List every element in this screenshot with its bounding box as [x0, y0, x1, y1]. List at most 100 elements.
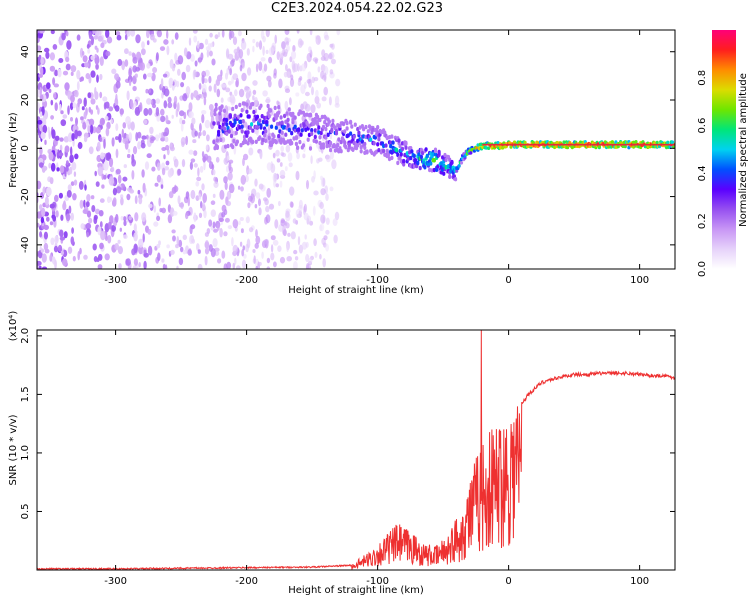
track-point: [231, 106, 235, 112]
noise-speckle: [219, 227, 223, 238]
noise-speckle: [254, 178, 258, 187]
track-point: [487, 146, 491, 150]
noise-speckle: [232, 219, 239, 229]
noise-speckle: [82, 209, 88, 214]
noise-speckle: [322, 216, 325, 224]
track-point: [376, 130, 380, 135]
noise-speckle: [185, 86, 191, 96]
noise-speckle: [167, 169, 173, 178]
noise-speckle: [159, 208, 163, 213]
noise-speckle: [196, 243, 200, 252]
noise-speckle: [241, 249, 245, 257]
noise-speckle: [322, 208, 326, 215]
track-point: [459, 161, 464, 165]
track-point: [377, 137, 381, 142]
noise-speckle: [331, 159, 337, 170]
noise-speckle: [264, 198, 269, 206]
noise-speckle: [85, 201, 90, 208]
track-point: [353, 122, 357, 127]
track-point: [251, 128, 255, 133]
track-point: [290, 140, 294, 146]
noise-speckle: [279, 169, 286, 178]
track-point: [241, 119, 245, 124]
noise-speckle: [162, 132, 168, 137]
noise-speckle: [64, 145, 70, 153]
noise-speckle: [187, 196, 190, 207]
noise-speckle: [201, 151, 205, 158]
noise-speckle: [50, 162, 56, 172]
noise-speckle: [133, 223, 137, 232]
noise-speckle: [148, 88, 151, 94]
noise-speckle: [136, 51, 142, 60]
noise-speckle: [234, 89, 238, 97]
track-point: [349, 131, 353, 136]
noise-speckle: [197, 263, 203, 269]
noise-speckle: [305, 241, 309, 248]
track-point: [448, 174, 452, 179]
noise-speckle: [137, 131, 142, 139]
noise-speckle: [43, 242, 49, 251]
noise-speckle: [164, 136, 169, 143]
noise-speckle: [37, 134, 40, 145]
noise-speckle: [118, 263, 122, 269]
noise-speckle: [173, 158, 179, 168]
track-point: [399, 152, 403, 157]
noise-speckle: [190, 92, 194, 100]
noise-speckle: [166, 244, 170, 249]
noise-speckle: [100, 42, 105, 49]
noise-speckle: [311, 176, 315, 183]
figure-title: C2E3.2024.054.22.02.G23: [270, 1, 444, 16]
noise-speckle: [87, 92, 92, 99]
noise-speckle: [41, 166, 46, 173]
noise-speckle: [237, 30, 242, 37]
noise-speckle: [228, 159, 234, 164]
noise-speckle: [197, 132, 201, 139]
y-tick-label: 1.5: [20, 386, 31, 402]
noise-speckle: [323, 235, 328, 241]
noise-speckle: [155, 107, 160, 117]
track-point: [377, 148, 381, 153]
track-point: [325, 143, 329, 149]
noise-speckle: [141, 41, 145, 49]
track-point: [320, 114, 324, 120]
noise-speckle: [126, 30, 131, 37]
noise-speckle: [253, 128, 259, 135]
noise-speckle: [191, 238, 195, 244]
track-point: [428, 167, 432, 173]
noise-speckle: [185, 135, 189, 146]
noise-speckle: [279, 57, 283, 66]
noise-speckle: [115, 136, 119, 141]
noise-speckle: [131, 248, 136, 256]
track-point: [419, 154, 423, 160]
noise-speckle: [258, 40, 263, 50]
track-point: [267, 135, 271, 141]
track-point: [443, 152, 447, 158]
noise-speckle: [243, 153, 249, 161]
noise-speckle: [285, 210, 290, 218]
noise-speckle: [161, 207, 167, 214]
noise-speckle: [140, 62, 145, 71]
noise-speckle: [75, 117, 78, 126]
noise-speckle: [192, 139, 197, 144]
noise-speckle: [329, 133, 333, 140]
track-point: [239, 113, 243, 118]
noise-speckle: [238, 220, 242, 225]
noise-speckle: [108, 157, 114, 168]
noise-speckle: [76, 81, 80, 91]
noise-speckle: [58, 152, 64, 157]
noise-speckle: [272, 152, 276, 159]
noise-speckle: [50, 237, 55, 246]
noise-speckle: [71, 133, 75, 141]
noise-speckle: [202, 156, 207, 162]
track-point: [343, 129, 347, 134]
noise-speckle: [206, 228, 211, 234]
noise-speckle: [206, 134, 210, 142]
noise-speckle: [210, 248, 216, 258]
track-point: [363, 141, 367, 147]
track-point: [345, 126, 349, 131]
track-point: [274, 125, 278, 130]
colorbar-tick-label: 0.2: [697, 213, 708, 229]
track-point: [343, 140, 347, 145]
noise-speckle: [298, 199, 303, 209]
noise-speckle: [129, 189, 135, 194]
